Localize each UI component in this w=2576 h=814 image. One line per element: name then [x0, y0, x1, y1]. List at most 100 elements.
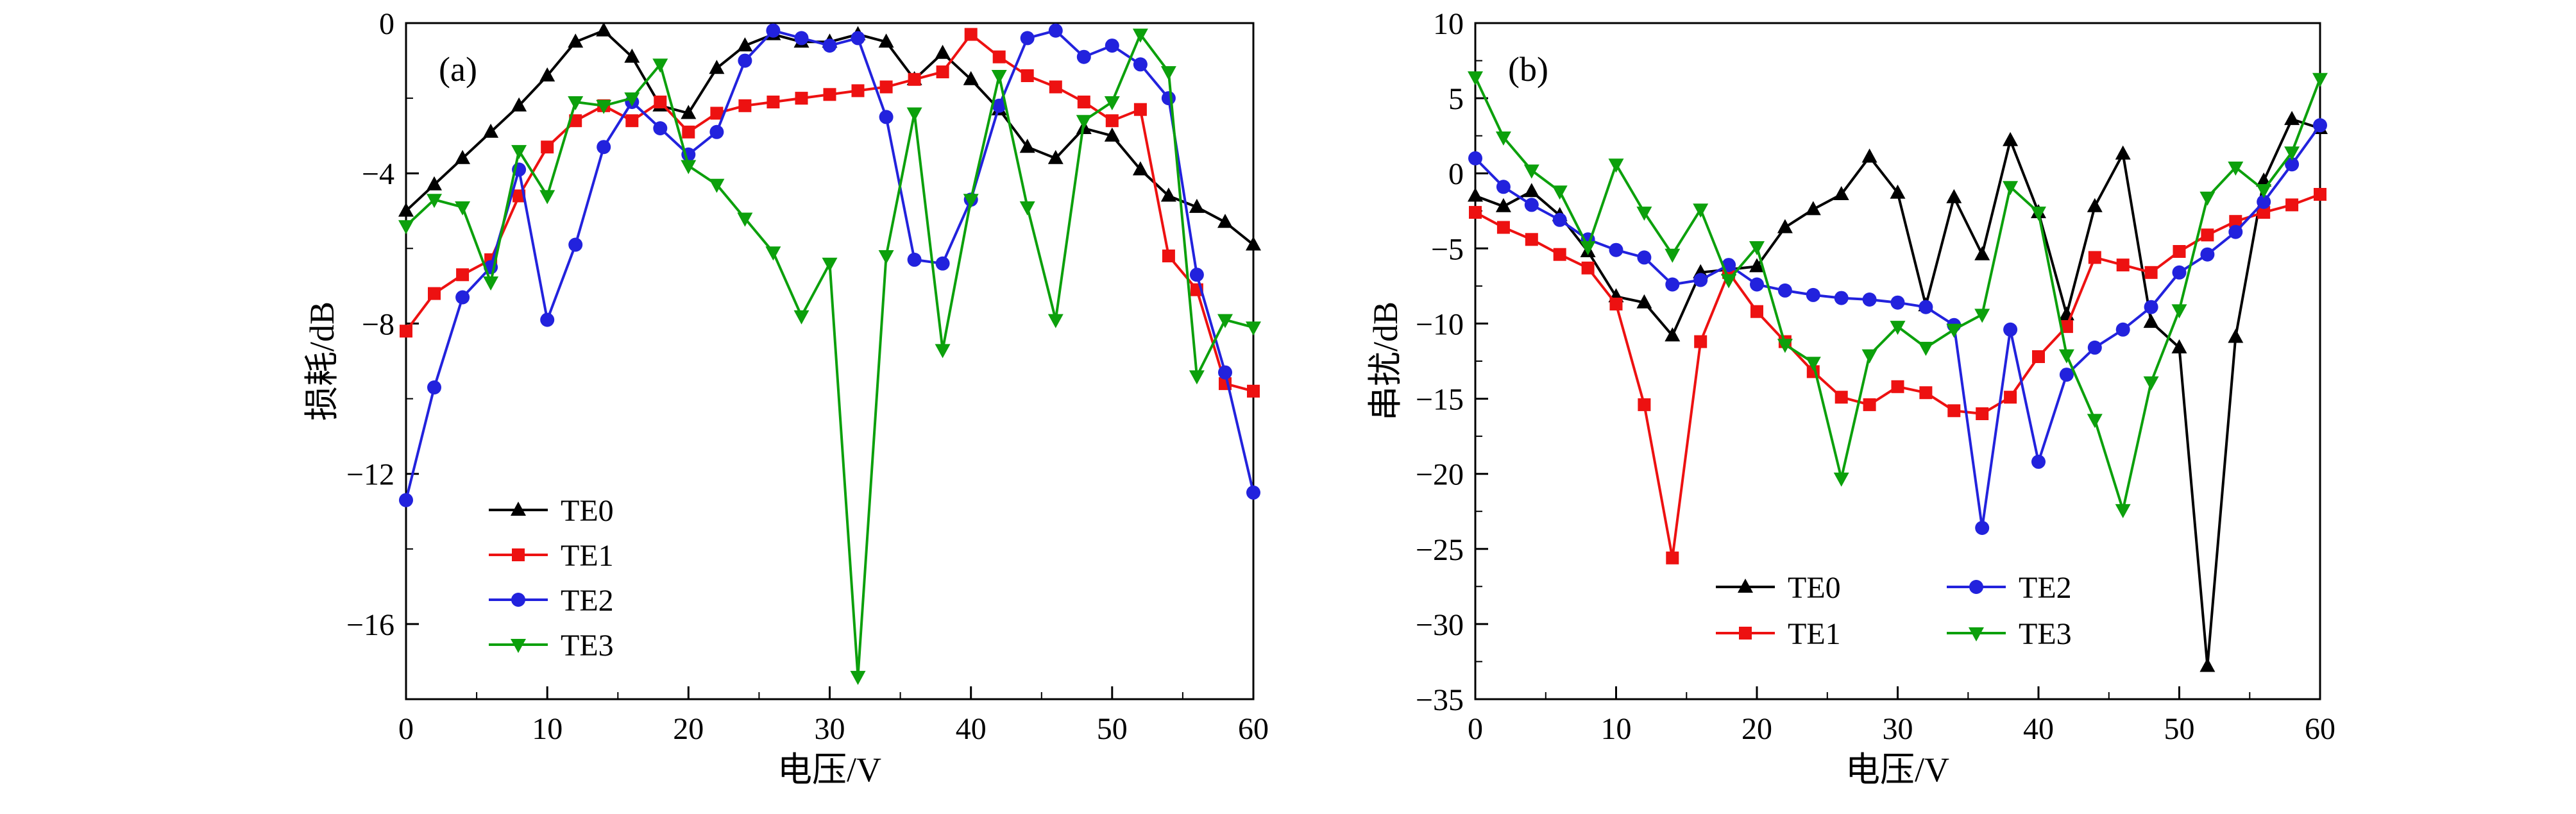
- legend-label-TE1: TE1: [561, 539, 614, 573]
- series-a-TE1: [400, 28, 1260, 398]
- legend-label-TE3: TE3: [561, 629, 614, 663]
- y-tick-label: 5: [1448, 82, 1464, 116]
- series-TE1-marker: [2285, 198, 2299, 212]
- series-TE2-marker: [1609, 242, 1623, 257]
- series-TE1-marker: [936, 65, 949, 79]
- y-tick-label: −12: [346, 458, 394, 492]
- series-TE3-marker: [427, 194, 442, 208]
- series-TE2-marker: [1693, 273, 1708, 287]
- series-TE0-marker: [1189, 198, 1205, 213]
- y-tick-label: −25: [1416, 533, 1464, 567]
- series-TE0-marker: [1777, 219, 1793, 233]
- series-TE3-marker: [398, 220, 414, 235]
- legend-label-TE1: TE1: [1788, 617, 1841, 651]
- series-TE0-marker: [2087, 198, 2103, 212]
- series-TE3-marker: [1974, 309, 1990, 323]
- series-TE2-marker: [2059, 368, 2074, 382]
- series-TE0-marker: [1104, 127, 1120, 142]
- series-TE3-marker: [1160, 66, 1176, 81]
- series-TE2-marker: [1919, 300, 1933, 314]
- x-tick-label: 40: [956, 712, 987, 746]
- series-TE2-marker: [1496, 180, 1511, 194]
- legend-marker-TE2: [1969, 580, 1983, 594]
- series-TE3-marker: [1693, 203, 1709, 218]
- series-TE3-marker: [2115, 504, 2131, 518]
- series-TE0-marker: [681, 105, 697, 119]
- series-TE2-marker: [2172, 265, 2187, 280]
- series-TE1-marker: [710, 106, 724, 120]
- y-tick-label: −10: [1416, 307, 1464, 341]
- series-TE3-marker: [765, 246, 781, 261]
- series-TE3-marker: [1946, 323, 1962, 338]
- series-TE1-marker: [964, 28, 978, 41]
- x-tick-label: 60: [1238, 712, 1269, 746]
- series-TE3-marker: [1217, 314, 1233, 328]
- y-tick-label: −5: [1431, 232, 1464, 266]
- series-TE2-marker: [1020, 31, 1035, 46]
- series-TE2-marker: [738, 53, 752, 68]
- legend-item-TE0: TE0: [1716, 571, 1841, 605]
- y-tick-label: −16: [346, 608, 394, 642]
- series-TE3-marker: [2003, 181, 2019, 196]
- series-TE3-line: [405, 33, 1255, 678]
- series-TE2-marker: [427, 380, 441, 394]
- series-TE3-marker: [2284, 146, 2300, 161]
- series-TE3-marker: [624, 92, 640, 107]
- series-TE1-marker: [2314, 188, 2326, 201]
- chart-a-y-axis-title: 损耗/dB: [303, 301, 341, 421]
- x-tick-label: 0: [1468, 712, 1483, 746]
- series-TE2-marker: [1133, 57, 1148, 72]
- series-TE3-marker: [1047, 314, 1063, 328]
- series-TE1-marker: [908, 72, 921, 86]
- series-TE1-marker: [1638, 398, 1651, 411]
- series-TE3-marker: [1721, 274, 1737, 289]
- series-TE1-marker: [1077, 96, 1090, 108]
- series-TE3-marker: [2312, 72, 2328, 87]
- series-TE3-marker: [1833, 472, 1849, 487]
- series-TE2-marker: [2228, 225, 2243, 239]
- series-TE3-marker: [596, 99, 612, 114]
- series-TE1-marker: [2229, 215, 2242, 228]
- series-TE1-line: [405, 33, 1255, 393]
- series-TE0-marker: [398, 202, 414, 217]
- chart-b: 0 10 20 30 40 50 601050−5−10−15−20−25−30−35TE0…: [1366, 7, 2335, 789]
- series-TE3-marker: [963, 194, 979, 208]
- legend-marker-TE3: [511, 639, 526, 653]
- series-TE1-marker: [1525, 233, 1538, 246]
- series-TE3-marker: [1523, 164, 1539, 179]
- y-tick-label: 0: [1448, 157, 1464, 191]
- series-TE1-marker: [992, 50, 1006, 64]
- y-tick-label: −15: [1416, 383, 1464, 417]
- y-tick-label: −20: [1416, 458, 1464, 492]
- series-TE2-marker: [399, 493, 413, 507]
- series-TE0-marker: [455, 149, 471, 164]
- series-TE3-marker: [1777, 339, 1793, 353]
- series-TE1-marker: [1891, 380, 1904, 393]
- series-TE1-marker: [1750, 305, 1763, 318]
- series-TE2-marker: [1806, 287, 1820, 302]
- series-TE2-marker: [1105, 38, 1119, 53]
- chart-b-y-axis-title: 串扰/dB: [1366, 301, 1405, 421]
- y-tick-label: 0: [379, 7, 394, 41]
- series-TE3-marker: [2031, 207, 2046, 221]
- chart-a-plot-frame: [405, 22, 1255, 700]
- chart-a: 0 10 20 30 40 50 60 0 −4 −8 −12 −16 TE0 TE1 TE2 TE3 (a)…: [303, 7, 1269, 789]
- legend-label-TE3: TE3: [2019, 617, 2072, 651]
- series-TE1-marker: [1919, 386, 1933, 400]
- series-TE1-marker: [428, 287, 441, 300]
- y-tick-label: −4: [362, 157, 394, 191]
- series-TE2-marker: [1834, 291, 1849, 305]
- series-TE1-marker: [1247, 384, 1260, 398]
- series-TE1-marker: [1469, 206, 1482, 219]
- series-TE2-marker: [935, 256, 950, 271]
- series-TE0-marker: [1805, 201, 1821, 216]
- series-TE1-marker: [2144, 266, 2158, 279]
- x-tick-label: 20: [673, 712, 704, 746]
- chart-a-axes-ticks: 0 10 20 30 40 50 60 0 −4 −8 −12 −16: [346, 7, 1269, 746]
- legend-marker-TE0: [1738, 579, 1753, 593]
- series-TE2-marker: [2285, 157, 2300, 172]
- series-TE1-marker: [1666, 551, 1679, 564]
- series-TE3-marker: [2058, 349, 2074, 364]
- series-TE0-line: [405, 29, 1255, 246]
- series-TE3-marker: [2228, 161, 2244, 176]
